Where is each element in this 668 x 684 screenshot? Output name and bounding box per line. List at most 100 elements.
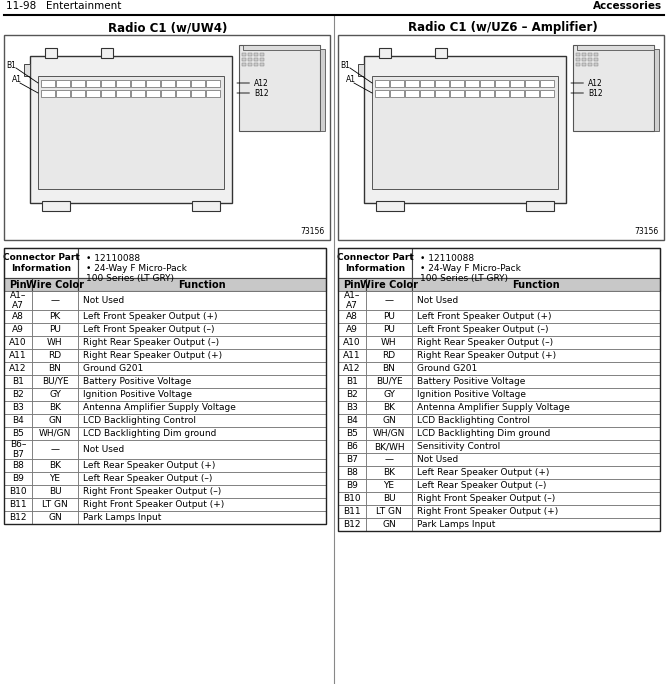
Bar	[4, 248, 78, 278]
Text: Left Front Speaker Output (–): Left Front Speaker Output (–)	[83, 325, 214, 334]
Bar	[412, 414, 660, 427]
Text: Ground G201: Ground G201	[417, 364, 477, 373]
Text: BK/WH: BK/WH	[373, 442, 404, 451]
Bar	[45, 47, 57, 57]
Text: PU: PU	[383, 325, 395, 334]
Bar	[390, 79, 403, 86]
Bar	[78, 414, 326, 427]
Bar	[32, 310, 78, 323]
Bar	[32, 349, 78, 362]
Bar	[32, 472, 78, 485]
Bar	[32, 427, 78, 440]
Text: Right Rear Speaker Output (+): Right Rear Speaker Output (+)	[83, 351, 222, 360]
Bar	[338, 466, 366, 479]
Bar	[191, 90, 204, 96]
Text: WH/GN: WH/GN	[373, 429, 405, 438]
Bar	[242, 58, 246, 62]
Bar	[338, 310, 366, 323]
Bar	[366, 492, 412, 505]
Bar	[242, 63, 246, 66]
Bar	[4, 388, 32, 401]
Text: B3: B3	[346, 403, 358, 412]
Text: B12: B12	[255, 88, 269, 98]
Text: Wire Color: Wire Color	[360, 280, 418, 289]
Bar	[338, 248, 412, 278]
Bar	[510, 79, 524, 86]
Text: Battery Positive Voltage: Battery Positive Voltage	[417, 377, 525, 386]
Bar	[588, 58, 592, 62]
Bar	[338, 414, 366, 427]
Text: Antenna Amplifier Supply Voltage: Antenna Amplifier Supply Voltage	[417, 403, 570, 412]
Bar	[450, 79, 464, 86]
Bar	[338, 388, 366, 401]
Bar	[101, 79, 115, 86]
Text: A1: A1	[346, 75, 356, 85]
Bar	[366, 336, 412, 349]
Bar	[465, 90, 479, 96]
Bar	[4, 291, 32, 310]
Bar	[420, 90, 434, 96]
Text: Left Rear Speaker Output (–): Left Rear Speaker Output (–)	[417, 481, 546, 490]
Text: Left Front Speaker Output (+): Left Front Speaker Output (+)	[83, 312, 218, 321]
Bar	[4, 414, 32, 427]
Bar	[32, 414, 78, 427]
Bar	[78, 485, 326, 498]
Text: Right Front Speaker Output (–): Right Front Speaker Output (–)	[83, 487, 221, 496]
Text: GN: GN	[382, 520, 396, 529]
Bar	[191, 79, 204, 86]
Text: BU: BU	[383, 494, 395, 503]
Bar	[366, 349, 412, 362]
Bar	[412, 401, 660, 414]
Bar	[582, 63, 586, 66]
Text: B1: B1	[340, 60, 350, 70]
Text: WH/GN: WH/GN	[39, 429, 71, 438]
Bar	[32, 485, 78, 498]
Text: B12: B12	[343, 520, 361, 529]
Text: Not Used: Not Used	[417, 296, 458, 305]
Bar	[576, 53, 580, 56]
Text: Ignition Positive Voltage: Ignition Positive Voltage	[417, 390, 526, 399]
Text: BN: BN	[49, 364, 61, 373]
Text: A9: A9	[12, 325, 24, 334]
Bar	[238, 45, 320, 131]
Text: A1–
A7: A1– A7	[344, 291, 360, 311]
Text: LCD Backlighting Control: LCD Backlighting Control	[417, 416, 530, 425]
Text: —: —	[51, 296, 59, 305]
Bar	[4, 440, 32, 459]
Text: A12: A12	[589, 79, 603, 88]
Text: A12: A12	[9, 364, 27, 373]
Text: LT GN: LT GN	[376, 507, 402, 516]
Bar	[32, 336, 78, 349]
Text: Connector Part
Information: Connector Part Information	[3, 253, 79, 273]
Text: —: —	[385, 296, 393, 305]
Bar	[78, 511, 326, 524]
Bar	[366, 518, 412, 531]
Bar	[375, 79, 389, 86]
Text: 11-98   Entertainment: 11-98 Entertainment	[6, 1, 122, 11]
Text: BN: BN	[383, 364, 395, 373]
Bar	[412, 466, 660, 479]
Text: B9: B9	[12, 474, 24, 483]
Text: B6–
B7: B6– B7	[10, 440, 26, 459]
Bar	[101, 47, 113, 57]
Bar	[420, 79, 434, 86]
Text: Battery Positive Voltage: Battery Positive Voltage	[83, 377, 191, 386]
Text: WH: WH	[381, 338, 397, 347]
Text: LCD Backlighting Dim ground: LCD Backlighting Dim ground	[83, 429, 216, 438]
Bar	[338, 401, 366, 414]
Bar	[78, 248, 326, 278]
Text: BU/YE: BU/YE	[375, 377, 402, 386]
Bar	[379, 47, 391, 57]
Bar	[78, 291, 326, 310]
Text: GN: GN	[48, 416, 62, 425]
Bar	[260, 53, 264, 56]
Bar	[412, 388, 660, 401]
Bar	[338, 518, 366, 531]
Bar	[412, 349, 660, 362]
Bar	[540, 90, 554, 96]
Text: LCD Backlighting Control: LCD Backlighting Control	[83, 416, 196, 425]
Text: Ignition Positive Voltage: Ignition Positive Voltage	[83, 390, 192, 399]
Text: 73156: 73156	[635, 227, 659, 236]
Bar	[131, 79, 145, 86]
Bar	[480, 79, 494, 86]
